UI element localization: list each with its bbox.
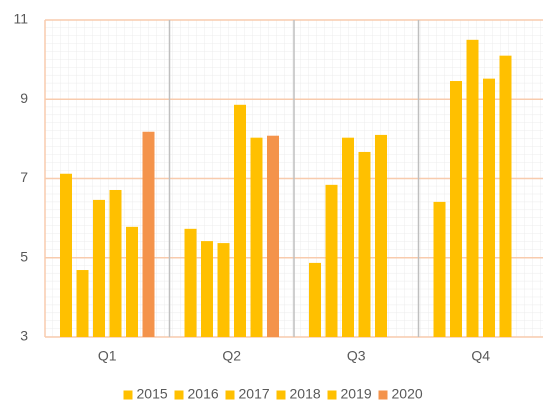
bar: [201, 241, 213, 337]
legend-label: 2015: [137, 386, 168, 402]
legend-label: 2016: [188, 386, 219, 402]
x-tick-label: Q3: [347, 348, 366, 364]
bar: [309, 262, 321, 337]
bar: [250, 137, 263, 337]
legend-label: 2018: [290, 386, 321, 402]
legend-label: 2017: [239, 386, 270, 402]
bar: [142, 131, 155, 337]
bar: [60, 173, 72, 337]
legend-swatch: [225, 390, 235, 400]
x-tick-label: Q4: [471, 348, 490, 364]
bar: [499, 55, 512, 337]
legend-swatch: [174, 390, 184, 400]
bar: [375, 134, 387, 337]
bar: [466, 39, 479, 337]
bar: [358, 151, 371, 337]
bar: [433, 201, 446, 337]
legend-label: 2019: [341, 386, 372, 402]
y-tick-label: 5: [20, 248, 28, 264]
bar: [109, 189, 122, 337]
legend-swatch: [378, 390, 388, 400]
bar: [76, 270, 89, 337]
bar: [217, 243, 230, 337]
y-tick-label: 11: [13, 11, 28, 27]
legend-label: 2020: [392, 386, 423, 402]
legend-swatch: [327, 390, 337, 400]
x-tick-label: Q1: [98, 348, 117, 364]
bar: [126, 226, 138, 337]
x-tick-label: Q2: [222, 348, 241, 364]
bar: [267, 135, 279, 337]
bar: [483, 78, 495, 338]
bar: [450, 81, 462, 338]
legend-swatch: [276, 390, 286, 400]
bar: [342, 137, 354, 337]
bar: [93, 199, 105, 337]
legend-swatch: [123, 390, 133, 400]
y-tick-label: 9: [20, 90, 28, 106]
bar: [184, 228, 197, 337]
y-tick-label: 7: [20, 169, 28, 185]
bar: [234, 104, 246, 337]
bar: [325, 184, 338, 337]
y-tick-label: 3: [20, 328, 28, 344]
